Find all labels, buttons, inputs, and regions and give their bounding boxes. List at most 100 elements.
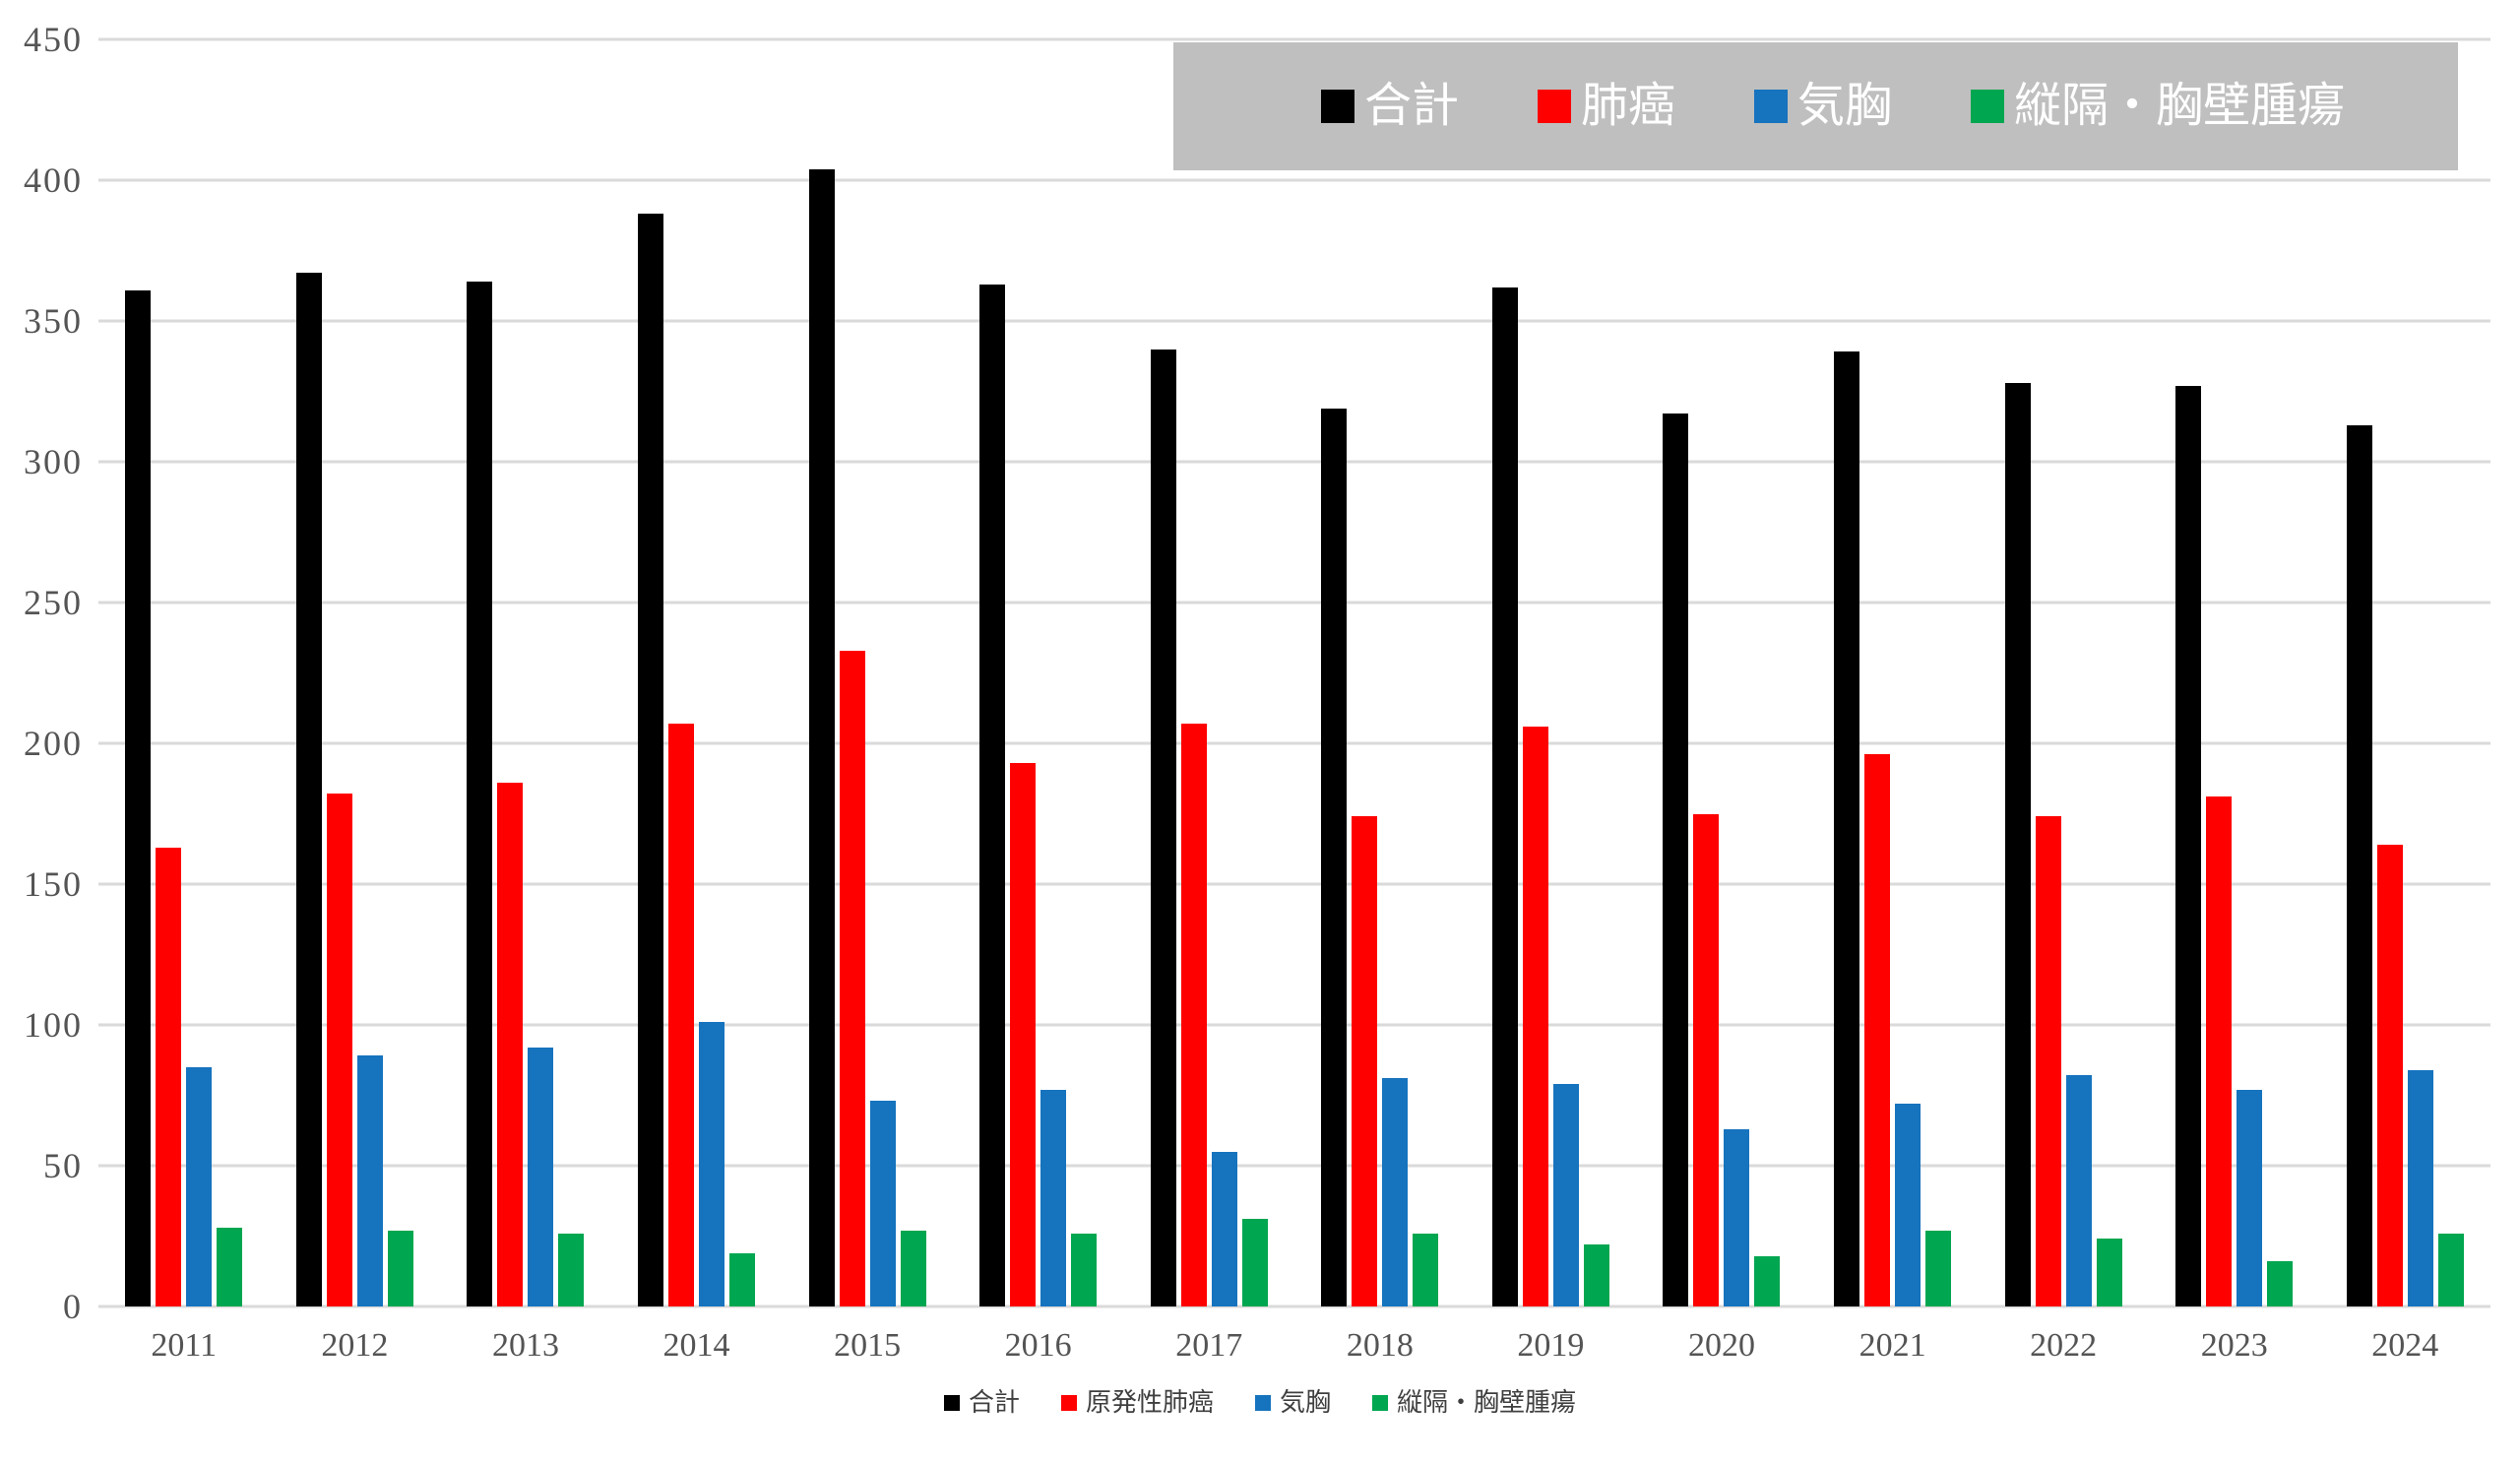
x-tick-label-2015: 2015 (834, 1327, 902, 1364)
legend-bottom-item-total: 合計 (943, 1388, 1020, 1417)
legend-top-label-lung-cancer: 肺癌 (1581, 80, 1676, 132)
bar-total-2011 (125, 289, 152, 1306)
gridline-350 (98, 319, 2490, 323)
bar-lung-cancer-2019 (1522, 726, 1548, 1306)
bar-group-2016 (953, 39, 1124, 1306)
gridline-400 (98, 178, 2490, 182)
x-tick-label-2017: 2017 (1175, 1327, 1243, 1364)
bar-mediastinal-chest-wall-tumor-2013 (558, 1233, 585, 1306)
legend-bottom-swatch-pneumothorax (1255, 1395, 1271, 1411)
bar-total-2016 (979, 284, 1006, 1306)
bar-group-2011 (98, 39, 270, 1306)
legend-bottom-item-lung-cancer: 原発性肺癌 (1060, 1388, 1214, 1417)
plot-area (98, 37, 2490, 1308)
bar-pneumothorax-2022 (2065, 1075, 2092, 1306)
bar-pneumothorax-2017 (1211, 1151, 1237, 1306)
bar-group-2014 (611, 39, 783, 1306)
legend-bottom-swatch-total (943, 1395, 960, 1411)
legend-bottom-label-mediastinal-chest-wall-tumor: 縦隔・胸壁腫瘍 (1397, 1388, 1577, 1417)
legend-top-item-total: 合計 (1321, 83, 1459, 130)
gridline-150 (98, 882, 2490, 886)
x-axis-labels: 2011 2012 2013 2014 2015 2016 2017 2018 2019 2020… (98, 1327, 2490, 1365)
legend-swatch-mediastinal-chest-wall-tumor (1971, 90, 2005, 123)
y-tick-label-100: 100 (24, 1005, 83, 1046)
legend-swatch-lung-cancer (1538, 90, 1572, 123)
legend-bottom-swatch-lung-cancer (1060, 1395, 1077, 1411)
legend-swatch-pneumothorax (1754, 90, 1789, 123)
bar-group-2017 (1123, 39, 1294, 1306)
bar-total-2012 (295, 273, 322, 1306)
bar-lung-cancer-2012 (326, 794, 352, 1306)
bar-group-2013 (440, 39, 611, 1306)
y-tick-label-450: 450 (24, 20, 83, 59)
x-tick-label-2023: 2023 (2200, 1327, 2268, 1364)
bar-group-2023 (2149, 39, 2320, 1306)
gridline-100 (98, 1023, 2490, 1027)
bar-group-2012 (270, 39, 441, 1306)
bar-pneumothorax-2016 (1040, 1089, 1067, 1306)
x-tick-label-2016: 2016 (1004, 1327, 1072, 1364)
bar-pneumothorax-2019 (1552, 1084, 1579, 1306)
bar-total-2014 (638, 214, 664, 1306)
bar-pneumothorax-2024 (2407, 1069, 2433, 1306)
bar-mediastinal-chest-wall-tumor-2012 (387, 1230, 413, 1306)
y-tick-label-300: 300 (24, 442, 83, 481)
gridline-300 (98, 460, 2490, 464)
x-tick-label-2020: 2020 (1687, 1327, 1755, 1364)
bar-mediastinal-chest-wall-tumor-2023 (2267, 1261, 2294, 1306)
bar-pneumothorax-2021 (1895, 1104, 1922, 1306)
bar-group-2019 (1466, 39, 1637, 1306)
bar-mediastinal-chest-wall-tumor-2024 (2437, 1233, 2464, 1306)
y-tick-label-150: 150 (24, 864, 83, 904)
bar-lung-cancer-2024 (2376, 844, 2403, 1306)
bar-pneumothorax-2020 (1724, 1128, 1750, 1306)
bar-lung-cancer-2017 (1180, 723, 1207, 1306)
x-tick-label-2013: 2013 (491, 1327, 559, 1364)
legend-top-item-pneumothorax: 気胸 (1754, 83, 1892, 130)
x-tick-label-2012: 2012 (321, 1327, 389, 1364)
bar-group-2021 (1807, 39, 1979, 1306)
bar-mediastinal-chest-wall-tumor-2015 (900, 1230, 926, 1306)
bar-lung-cancer-2023 (2206, 796, 2233, 1306)
bar-total-2018 (1321, 408, 1348, 1306)
bar-lung-cancer-2014 (668, 723, 695, 1306)
bar-total-2023 (2175, 385, 2202, 1306)
bar-lung-cancer-2011 (156, 847, 182, 1306)
bar-total-2024 (2346, 424, 2372, 1306)
bar-mediastinal-chest-wall-tumor-2016 (1071, 1233, 1098, 1306)
gridline-450 (98, 37, 2490, 41)
bar-group-2018 (1294, 39, 1466, 1306)
y-tick-label-350: 350 (24, 301, 83, 341)
legend-bottom-label-lung-cancer: 原発性肺癌 (1085, 1388, 1214, 1417)
bar-lung-cancer-2022 (2035, 816, 2061, 1306)
gridline-0 (98, 1305, 2490, 1308)
bar-lung-cancer-2018 (1352, 816, 1378, 1306)
bar-total-2017 (1150, 349, 1176, 1306)
legend-bottom-item-mediastinal-chest-wall-tumor: 縦隔・胸壁腫瘍 (1372, 1390, 1576, 1416)
bar-mediastinal-chest-wall-tumor-2017 (1241, 1219, 1268, 1306)
x-tick-label-2024: 2024 (2371, 1327, 2439, 1364)
bar-total-2020 (1663, 414, 1689, 1306)
legend-bottom-label-total: 合計 (968, 1388, 1020, 1417)
bar-lung-cancer-2020 (1693, 813, 1720, 1306)
bar-total-2013 (467, 281, 493, 1306)
x-tick-label-2011: 2011 (151, 1327, 218, 1364)
bar-lung-cancer-2015 (839, 650, 865, 1306)
bar-mediastinal-chest-wall-tumor-2020 (1754, 1255, 1781, 1306)
legend-bottom-item-pneumothorax: 気胸 (1255, 1390, 1331, 1416)
legend-bottom-label-pneumothorax: 気胸 (1280, 1388, 1332, 1417)
legend-top-label-total: 合計 (1364, 80, 1460, 132)
y-tick-label-250: 250 (24, 583, 83, 622)
bar-group-2022 (1978, 39, 2149, 1306)
bar-lung-cancer-2021 (1864, 754, 1891, 1306)
bar-pneumothorax-2015 (869, 1101, 896, 1306)
bar-pneumothorax-2013 (528, 1047, 554, 1306)
legend-bottom: 合計 原発性肺癌 気胸 縦隔・胸壁腫瘍 (0, 1390, 2520, 1416)
legend-swatch-total (1321, 90, 1354, 123)
bar-pneumothorax-2014 (699, 1022, 725, 1306)
bar-lung-cancer-2016 (1010, 763, 1037, 1306)
bar-mediastinal-chest-wall-tumor-2014 (729, 1252, 756, 1306)
bar-pneumothorax-2012 (356, 1055, 383, 1306)
bar-mediastinal-chest-wall-tumor-2018 (1413, 1233, 1439, 1306)
